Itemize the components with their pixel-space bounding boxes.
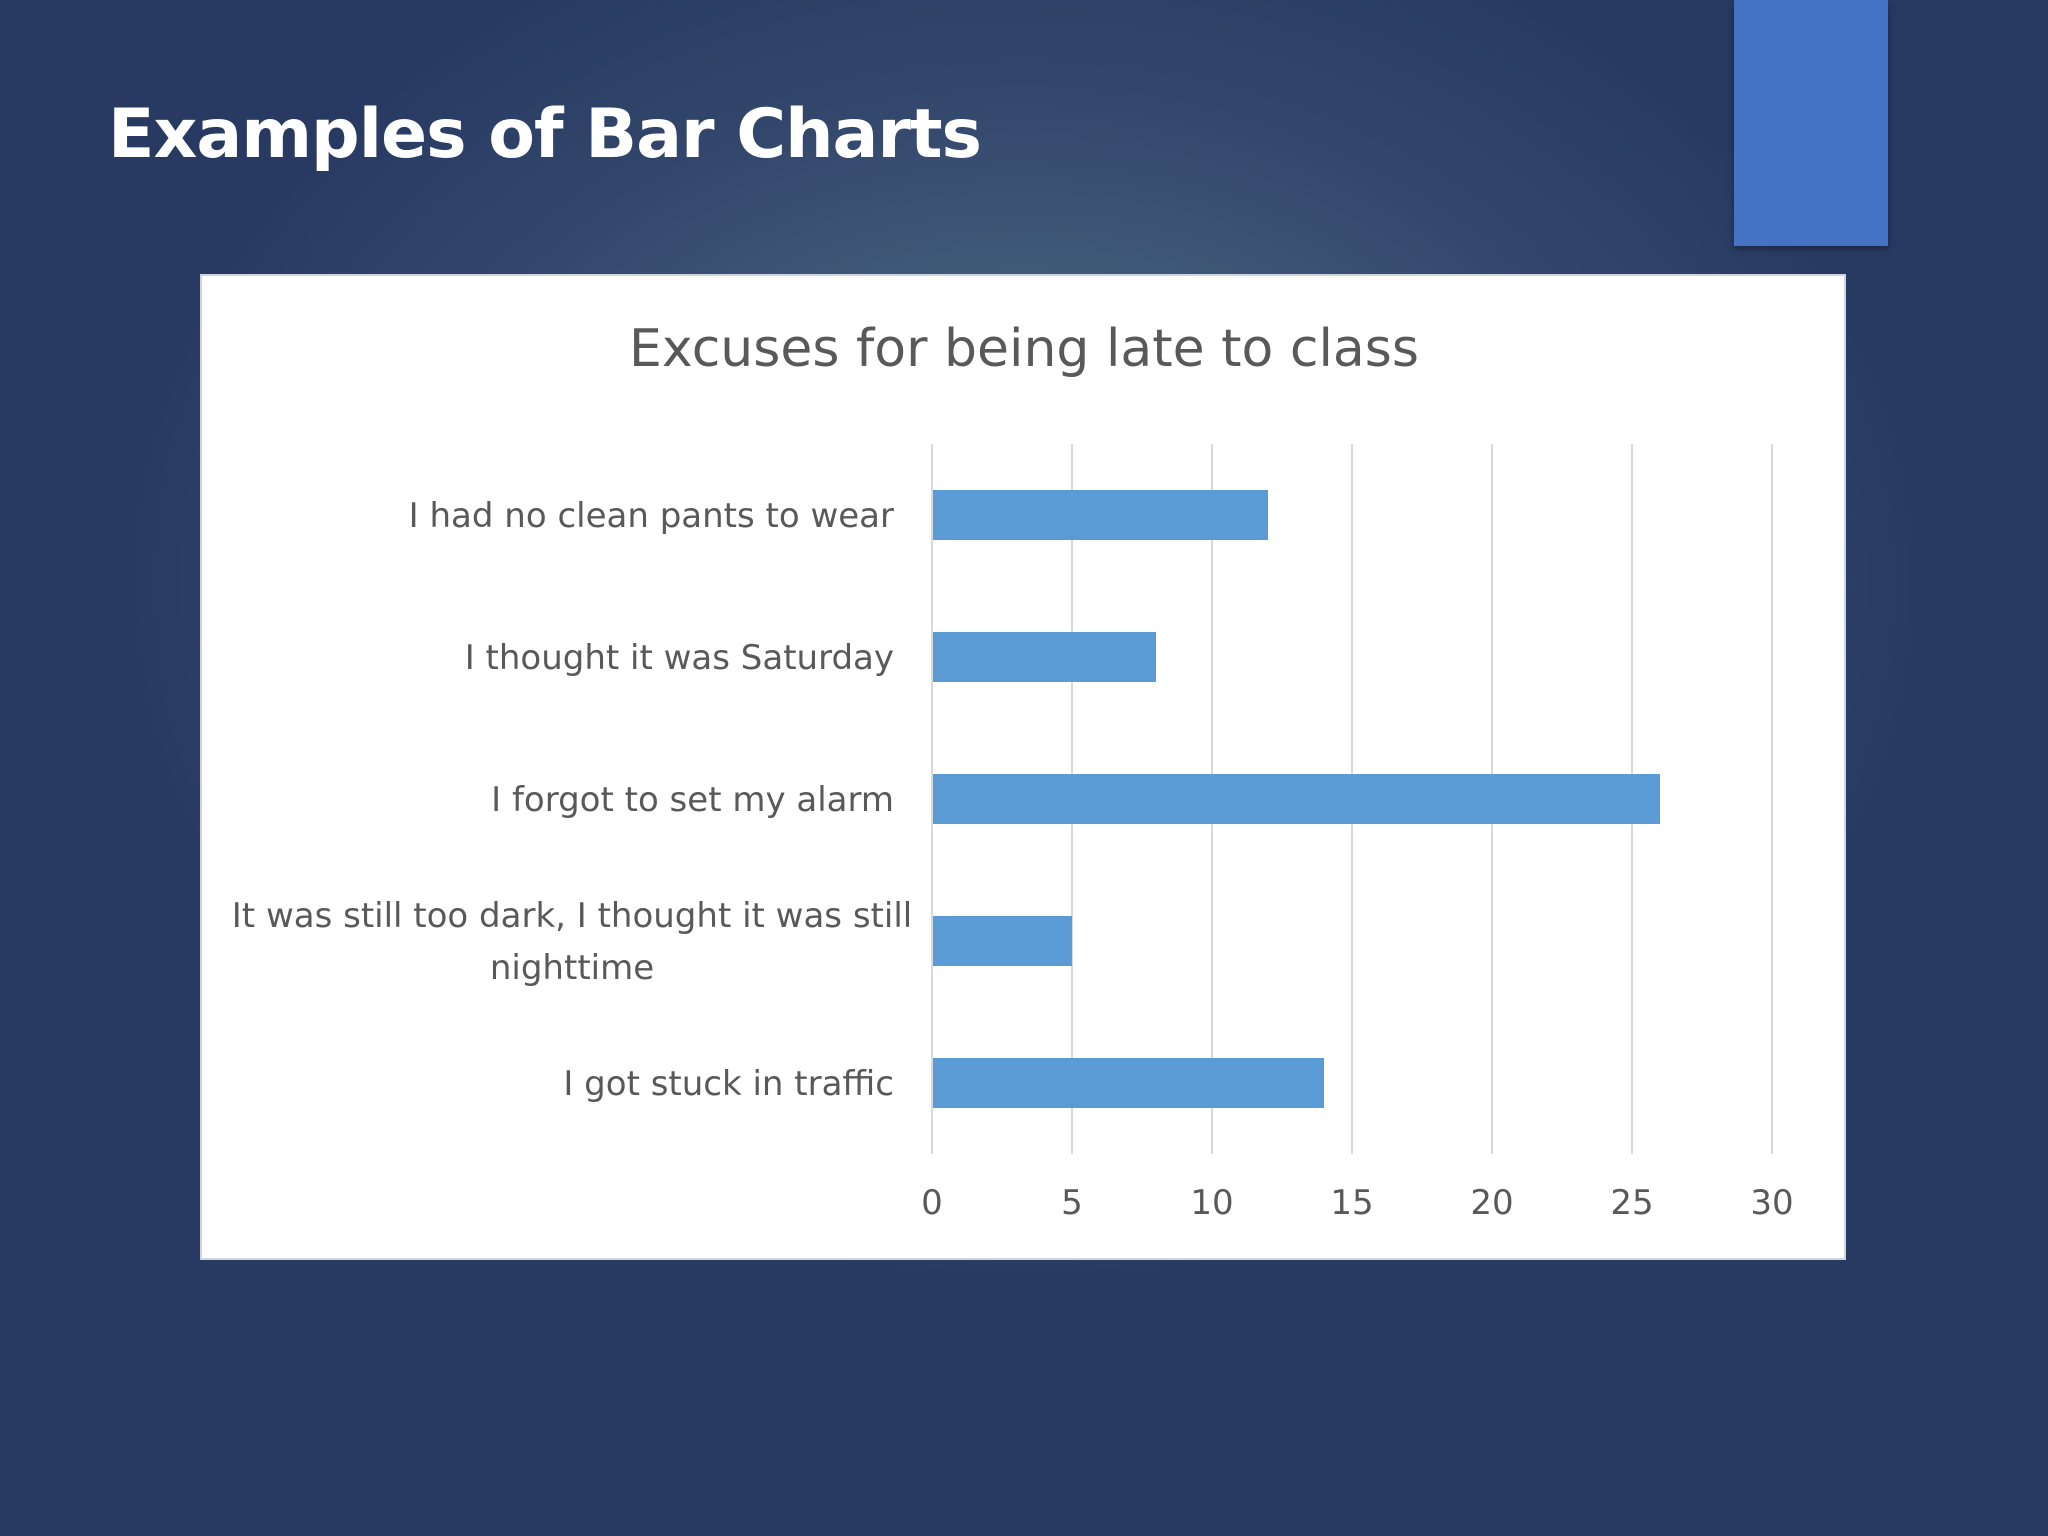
bar xyxy=(933,774,1660,824)
bar xyxy=(933,916,1072,966)
x-tick-label: 30 xyxy=(1750,1183,1793,1223)
x-tick-label: 20 xyxy=(1470,1183,1513,1223)
category-label: I got stuck in traffic xyxy=(563,1064,894,1104)
slide-title: Examples of Bar Charts xyxy=(108,95,982,174)
bars xyxy=(933,490,1660,1108)
category-label: I had no clean pants to wear xyxy=(409,496,894,536)
x-tick-label: 5 xyxy=(1061,1183,1083,1223)
category-label: I forgot to set my alarm xyxy=(491,780,894,820)
accent-block xyxy=(1734,0,1888,246)
chart-title: Excuses for being late to class xyxy=(629,319,1419,379)
bar xyxy=(933,490,1268,540)
category-label: I thought it was Saturday xyxy=(465,638,894,678)
bar xyxy=(933,632,1156,682)
category-labels: I had no clean pants to wear I thought it… xyxy=(232,496,912,1104)
category-label: It was still too dark, I thought it was … xyxy=(232,896,912,936)
x-tick-label: 0 xyxy=(921,1183,943,1223)
x-tick-labels: 0 5 10 15 20 25 30 xyxy=(921,1183,1793,1223)
x-tick-label: 15 xyxy=(1330,1183,1373,1223)
x-tick-label: 25 xyxy=(1610,1183,1653,1223)
bar xyxy=(933,1058,1324,1108)
chart-panel: Excuses for being late to class I had no… xyxy=(200,274,1846,1260)
bar-chart: Excuses for being late to class I had no… xyxy=(232,319,1794,1223)
category-label: nighttime xyxy=(490,948,654,988)
x-tick-label: 10 xyxy=(1190,1183,1233,1223)
